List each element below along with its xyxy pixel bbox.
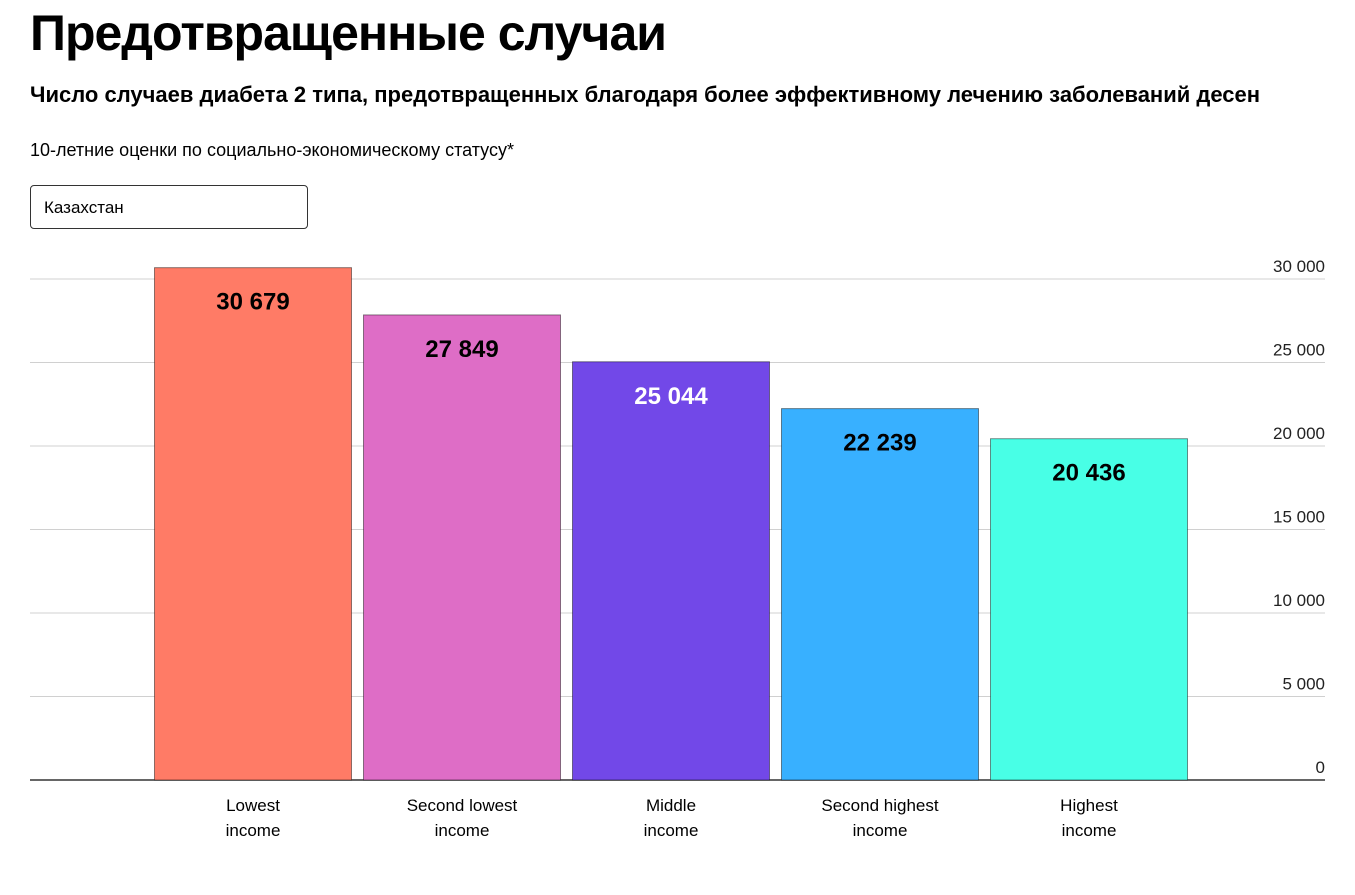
y-tick-label: 15 000 <box>1273 508 1325 527</box>
bar <box>990 438 1188 781</box>
bar <box>572 361 770 781</box>
bar <box>154 267 352 781</box>
chart-title: Предотвращенные случаи <box>30 5 667 61</box>
country-dropdown[interactable]: Казахстан <box>30 185 308 229</box>
y-tick-label: 5 000 <box>1282 675 1325 694</box>
bar <box>781 408 979 781</box>
x-tick-label: Highest income <box>1060 796 1118 840</box>
value-label: 30 679 <box>216 289 289 316</box>
value-label: 27 849 <box>425 336 498 363</box>
y-tick-label: 10 000 <box>1273 591 1325 610</box>
chart-subtitle: Число случаев диабета 2 типа, предотвращ… <box>30 82 1261 107</box>
x-tick-label: Second lowest income <box>406 796 518 840</box>
chart-note: 10-летние оценки по социально-экономичес… <box>30 140 514 160</box>
x-tick-label: Middle income <box>643 796 699 840</box>
y-tick-label: 20 000 <box>1273 424 1325 443</box>
x-tick-label: Second highest income <box>821 796 939 840</box>
value-label: 22 239 <box>843 430 916 457</box>
value-label: 25 044 <box>634 383 708 410</box>
y-tick-label: 25 000 <box>1273 341 1325 360</box>
x-tick-label: Lowest income <box>225 796 281 840</box>
y-tick-label: 30 000 <box>1273 257 1325 276</box>
value-label: 20 436 <box>1052 460 1125 487</box>
y-tick-label: 0 <box>1316 758 1325 777</box>
bar <box>363 314 561 781</box>
